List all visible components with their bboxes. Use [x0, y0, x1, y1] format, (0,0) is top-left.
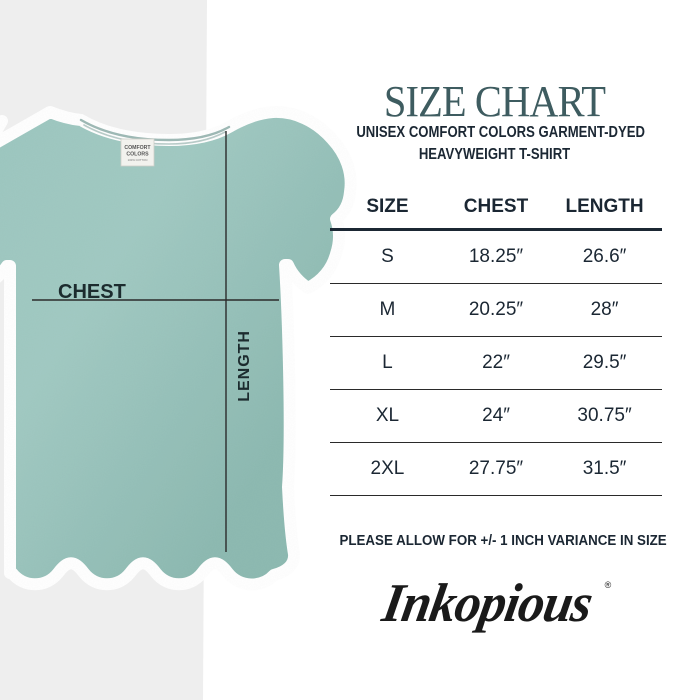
svg-text:®: ®	[604, 580, 611, 590]
svg-text:Inkopious: Inkopious	[377, 572, 597, 633]
